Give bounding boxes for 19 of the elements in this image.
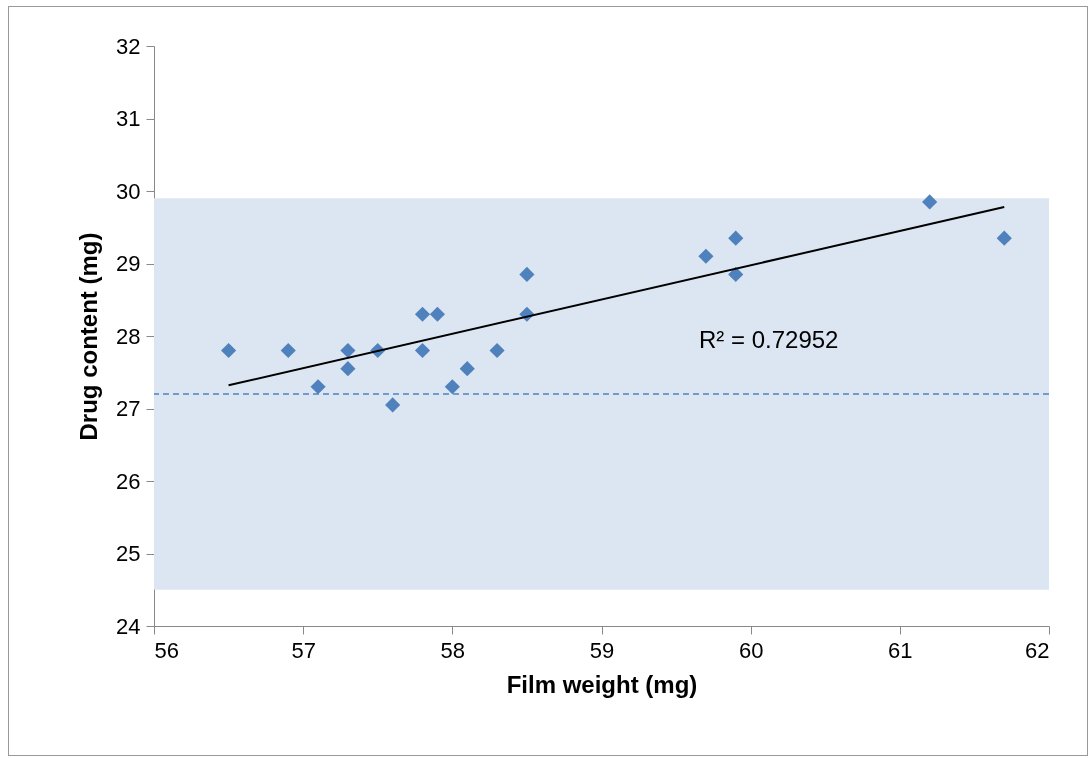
x-tick-label: 56	[154, 637, 179, 663]
y-tick-label: 32	[116, 33, 141, 59]
annotation: R² = 0.72952	[699, 326, 839, 353]
x-tick-label: 60	[738, 637, 764, 663]
x-tick-label: 62	[1025, 637, 1050, 663]
x-tick-label: 57	[291, 637, 316, 663]
y-tick-label: 30	[116, 178, 141, 204]
x-tick-label: 58	[440, 637, 466, 663]
y-tick-label: 29	[116, 251, 141, 276]
y-tick-label: 26	[116, 468, 141, 494]
y-axis-title: Drug content (mg)	[75, 232, 103, 441]
x-tick-label: 61	[888, 637, 913, 663]
y-tick-label: 28	[116, 323, 141, 349]
x-axis-title: Film weight (mg)	[506, 670, 698, 698]
y-tick-label: 27	[116, 396, 141, 421]
x-tick-label: 59	[589, 637, 615, 663]
y-tick-label: 25	[116, 541, 141, 566]
y-tick-label: 24	[116, 613, 141, 639]
y-tick-label: 31	[116, 106, 141, 131]
